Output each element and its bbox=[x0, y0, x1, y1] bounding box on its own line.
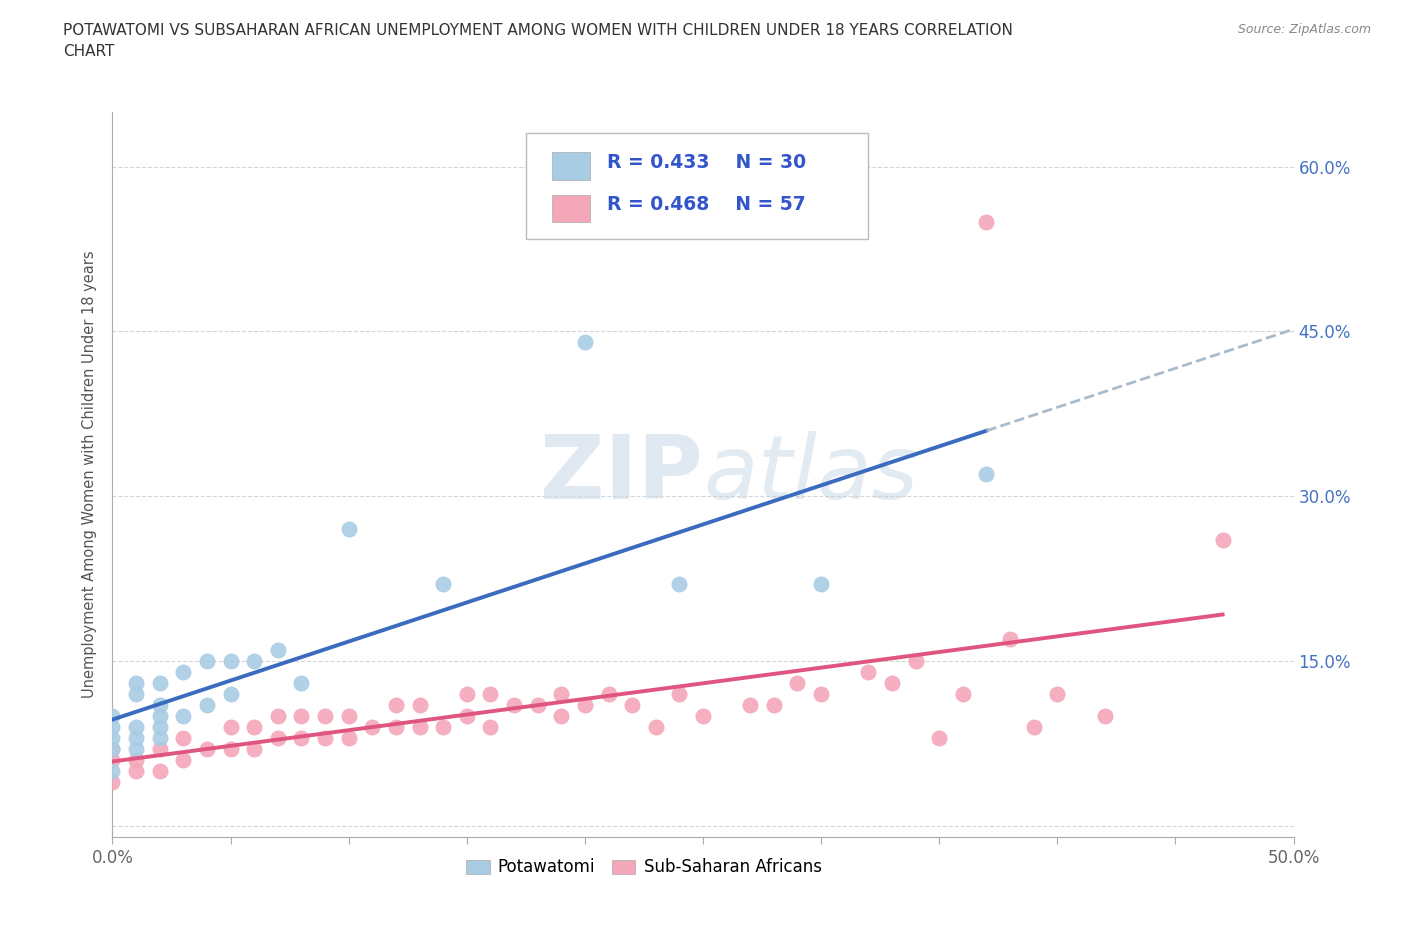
Point bbox=[574, 698, 596, 712]
Point bbox=[1094, 709, 1116, 724]
Point bbox=[976, 214, 998, 229]
Point bbox=[385, 720, 408, 735]
Point bbox=[195, 698, 218, 712]
Point bbox=[337, 709, 360, 724]
Point bbox=[314, 709, 336, 724]
Point bbox=[101, 709, 124, 724]
Point bbox=[337, 731, 360, 746]
Point bbox=[172, 709, 194, 724]
Point bbox=[810, 686, 832, 701]
Point bbox=[219, 720, 242, 735]
Point bbox=[290, 676, 312, 691]
Bar bbox=[551, 194, 589, 222]
Point bbox=[219, 654, 242, 669]
Point bbox=[692, 709, 714, 724]
Point bbox=[243, 654, 266, 669]
Point bbox=[786, 676, 808, 691]
Point bbox=[526, 698, 548, 712]
Point bbox=[1212, 533, 1234, 548]
Point bbox=[810, 577, 832, 591]
Point bbox=[290, 731, 312, 746]
Point bbox=[314, 731, 336, 746]
Text: Source: ZipAtlas.com: Source: ZipAtlas.com bbox=[1237, 23, 1371, 36]
Text: R = 0.468    N = 57: R = 0.468 N = 57 bbox=[607, 195, 806, 215]
Point bbox=[479, 686, 502, 701]
Point bbox=[976, 467, 998, 482]
Point bbox=[149, 676, 172, 691]
Point bbox=[1022, 720, 1045, 735]
Point bbox=[267, 709, 290, 724]
Point bbox=[598, 686, 620, 701]
Point bbox=[408, 698, 430, 712]
Point bbox=[243, 741, 266, 756]
Point bbox=[149, 764, 172, 778]
Point bbox=[101, 764, 124, 778]
Text: R = 0.433    N = 30: R = 0.433 N = 30 bbox=[607, 153, 807, 172]
Point bbox=[101, 720, 124, 735]
Text: ZIP: ZIP bbox=[540, 431, 703, 518]
Point bbox=[762, 698, 785, 712]
Point bbox=[149, 709, 172, 724]
Point bbox=[880, 676, 903, 691]
Point bbox=[101, 741, 124, 756]
Point bbox=[503, 698, 526, 712]
Text: atlas: atlas bbox=[703, 432, 918, 517]
Point bbox=[904, 654, 927, 669]
Point bbox=[456, 709, 478, 724]
Point bbox=[668, 686, 690, 701]
Point bbox=[101, 731, 124, 746]
Legend: Potawatomi, Sub-Saharan Africans: Potawatomi, Sub-Saharan Africans bbox=[460, 852, 828, 883]
Point bbox=[337, 522, 360, 537]
Point bbox=[479, 720, 502, 735]
Bar bbox=[551, 152, 589, 179]
Point bbox=[456, 686, 478, 701]
Point bbox=[101, 752, 124, 767]
Point bbox=[267, 731, 290, 746]
Point bbox=[125, 720, 148, 735]
Point bbox=[385, 698, 408, 712]
Point bbox=[219, 741, 242, 756]
Point bbox=[149, 731, 172, 746]
Point bbox=[172, 731, 194, 746]
Point bbox=[125, 764, 148, 778]
Point bbox=[267, 643, 290, 658]
Point bbox=[408, 720, 430, 735]
Point bbox=[574, 335, 596, 350]
Point bbox=[550, 709, 572, 724]
Point bbox=[172, 752, 194, 767]
Point bbox=[149, 698, 172, 712]
Point bbox=[952, 686, 974, 701]
Point bbox=[432, 577, 454, 591]
Text: CHART: CHART bbox=[63, 44, 115, 59]
Point bbox=[125, 752, 148, 767]
Point bbox=[149, 741, 172, 756]
Text: POTAWATOMI VS SUBSAHARAN AFRICAN UNEMPLOYMENT AMONG WOMEN WITH CHILDREN UNDER 18: POTAWATOMI VS SUBSAHARAN AFRICAN UNEMPLO… bbox=[63, 23, 1014, 38]
Point bbox=[290, 709, 312, 724]
Point bbox=[928, 731, 950, 746]
Point bbox=[432, 720, 454, 735]
Point bbox=[668, 577, 690, 591]
Point bbox=[361, 720, 384, 735]
Point bbox=[621, 698, 644, 712]
Point bbox=[195, 741, 218, 756]
Point bbox=[101, 775, 124, 790]
Point bbox=[740, 698, 762, 712]
Point bbox=[101, 741, 124, 756]
Point bbox=[125, 731, 148, 746]
Point bbox=[172, 665, 194, 680]
Point bbox=[219, 686, 242, 701]
Point bbox=[550, 686, 572, 701]
Point bbox=[195, 654, 218, 669]
Point bbox=[125, 686, 148, 701]
Point bbox=[149, 720, 172, 735]
Point bbox=[125, 741, 148, 756]
Y-axis label: Unemployment Among Women with Children Under 18 years: Unemployment Among Women with Children U… bbox=[82, 250, 97, 698]
Point bbox=[1046, 686, 1069, 701]
Point bbox=[125, 676, 148, 691]
FancyBboxPatch shape bbox=[526, 133, 869, 239]
Point bbox=[998, 631, 1021, 646]
Point bbox=[243, 720, 266, 735]
Point bbox=[644, 720, 666, 735]
Point bbox=[858, 665, 880, 680]
